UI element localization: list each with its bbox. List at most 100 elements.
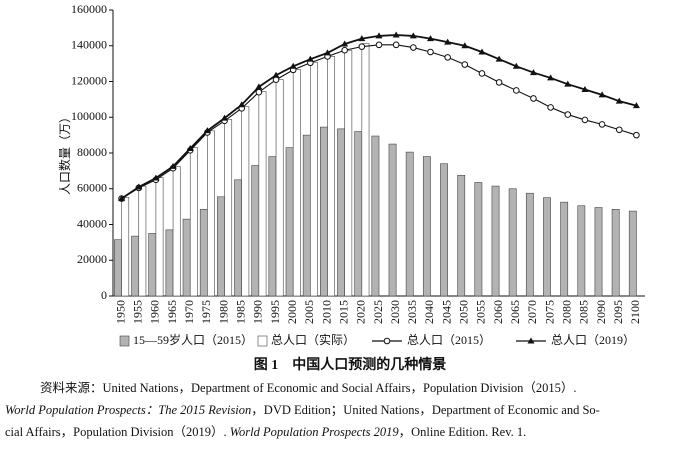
- point: [461, 42, 469, 49]
- x-tick-label: 2005: [302, 300, 316, 324]
- point: [527, 337, 535, 344]
- point: [341, 40, 349, 47]
- bar: [182, 218, 191, 297]
- point: [169, 162, 177, 169]
- point: [495, 55, 503, 62]
- point: [564, 80, 572, 87]
- point: [547, 74, 555, 81]
- y-tick-label: 40000: [77, 216, 107, 230]
- x-tick-label: 2055: [474, 300, 488, 324]
- bar: [327, 55, 336, 297]
- point: [358, 43, 366, 50]
- x-tick-label: 2015: [336, 300, 350, 324]
- point: [272, 71, 280, 78]
- bar: [388, 143, 397, 297]
- point: [410, 44, 417, 51]
- bar: [361, 43, 370, 297]
- bar: [217, 196, 225, 297]
- bar: [422, 156, 431, 297]
- bar: [405, 151, 414, 297]
- point: [547, 104, 554, 111]
- bar: [371, 135, 380, 297]
- y-tick-label: 60000: [77, 181, 107, 195]
- point: [427, 48, 434, 56]
- bar: [131, 235, 140, 297]
- bar: [292, 69, 301, 297]
- bar: [172, 166, 181, 297]
- x-tick-label: 1965: [165, 300, 179, 324]
- point: [530, 95, 537, 102]
- source-text: 资料来源：United Nations，Department of Econom…: [40, 381, 577, 395]
- y-tick-label: 160000: [71, 2, 107, 16]
- point: [598, 121, 606, 128]
- point: [186, 145, 194, 152]
- bar: [344, 49, 353, 297]
- point: [324, 49, 332, 56]
- y-axis-label: 人口数量（万）: [57, 111, 72, 195]
- y-tick-label: 20000: [77, 252, 107, 266]
- point: [426, 35, 434, 42]
- y-tick-label: 0: [101, 288, 107, 302]
- bar: [155, 177, 164, 297]
- point: [392, 31, 400, 38]
- point: [375, 41, 383, 49]
- y-tick-label: 140000: [71, 38, 107, 52]
- x-tick-label: 1980: [216, 300, 230, 324]
- source-line: cial Affairs，Population Division（2019）. …: [5, 425, 526, 439]
- point: [135, 183, 143, 190]
- bar: [138, 185, 147, 297]
- point: [529, 69, 537, 76]
- point: [392, 41, 400, 49]
- bar: [199, 209, 208, 297]
- y-tick-label: 120000: [71, 73, 107, 87]
- source-text: World Population Prospects：The 2015 Revi…: [5, 403, 251, 417]
- bar: [611, 209, 620, 297]
- point: [478, 70, 486, 77]
- point: [272, 76, 280, 84]
- point: [581, 86, 589, 93]
- point: [615, 126, 623, 134]
- bar: [457, 175, 466, 297]
- point: [383, 337, 391, 345]
- bar: [543, 197, 551, 297]
- source-text: cial Affairs，Population Division（2019）.: [5, 425, 230, 439]
- point: [238, 101, 246, 108]
- bar: [320, 126, 328, 297]
- point: [306, 55, 314, 62]
- x-tick-label: 2085: [577, 300, 591, 324]
- bar: [594, 207, 603, 297]
- legend-label: 总人口（实际）: [271, 332, 355, 347]
- bar: [268, 156, 277, 297]
- x-tick-label: 2000: [285, 300, 299, 324]
- point: [512, 62, 520, 69]
- point: [478, 48, 486, 55]
- point: [341, 46, 348, 54]
- point: [409, 32, 417, 39]
- point: [615, 97, 623, 104]
- bar: [285, 147, 294, 297]
- x-tick-label: 2070: [525, 300, 539, 324]
- bar: [628, 210, 637, 297]
- x-tick-label: 2040: [422, 300, 436, 324]
- point: [255, 83, 263, 90]
- x-tick-label: 1990: [251, 300, 265, 324]
- bar: [491, 185, 500, 297]
- x-tick-label: 2080: [560, 300, 574, 324]
- x-tick-label: 2035: [405, 300, 419, 324]
- x-tick-label: 2090: [594, 300, 608, 324]
- point: [512, 87, 520, 94]
- legend-swatch: [119, 335, 130, 347]
- bar: [234, 179, 243, 297]
- bar: [354, 131, 363, 297]
- point: [444, 38, 452, 45]
- source-text: ，Online Edition. Rev. 1.: [399, 425, 527, 439]
- point: [221, 114, 229, 121]
- bar: [224, 119, 233, 297]
- bar: [165, 229, 174, 297]
- bar: [577, 205, 586, 297]
- source-text: ，DVD Edition；United Nations，Department o…: [251, 403, 600, 417]
- x-tick-label: 2050: [457, 300, 471, 324]
- x-tick-label: 2100: [628, 300, 642, 324]
- x-tick-label: 1970: [182, 300, 196, 324]
- point: [581, 116, 589, 124]
